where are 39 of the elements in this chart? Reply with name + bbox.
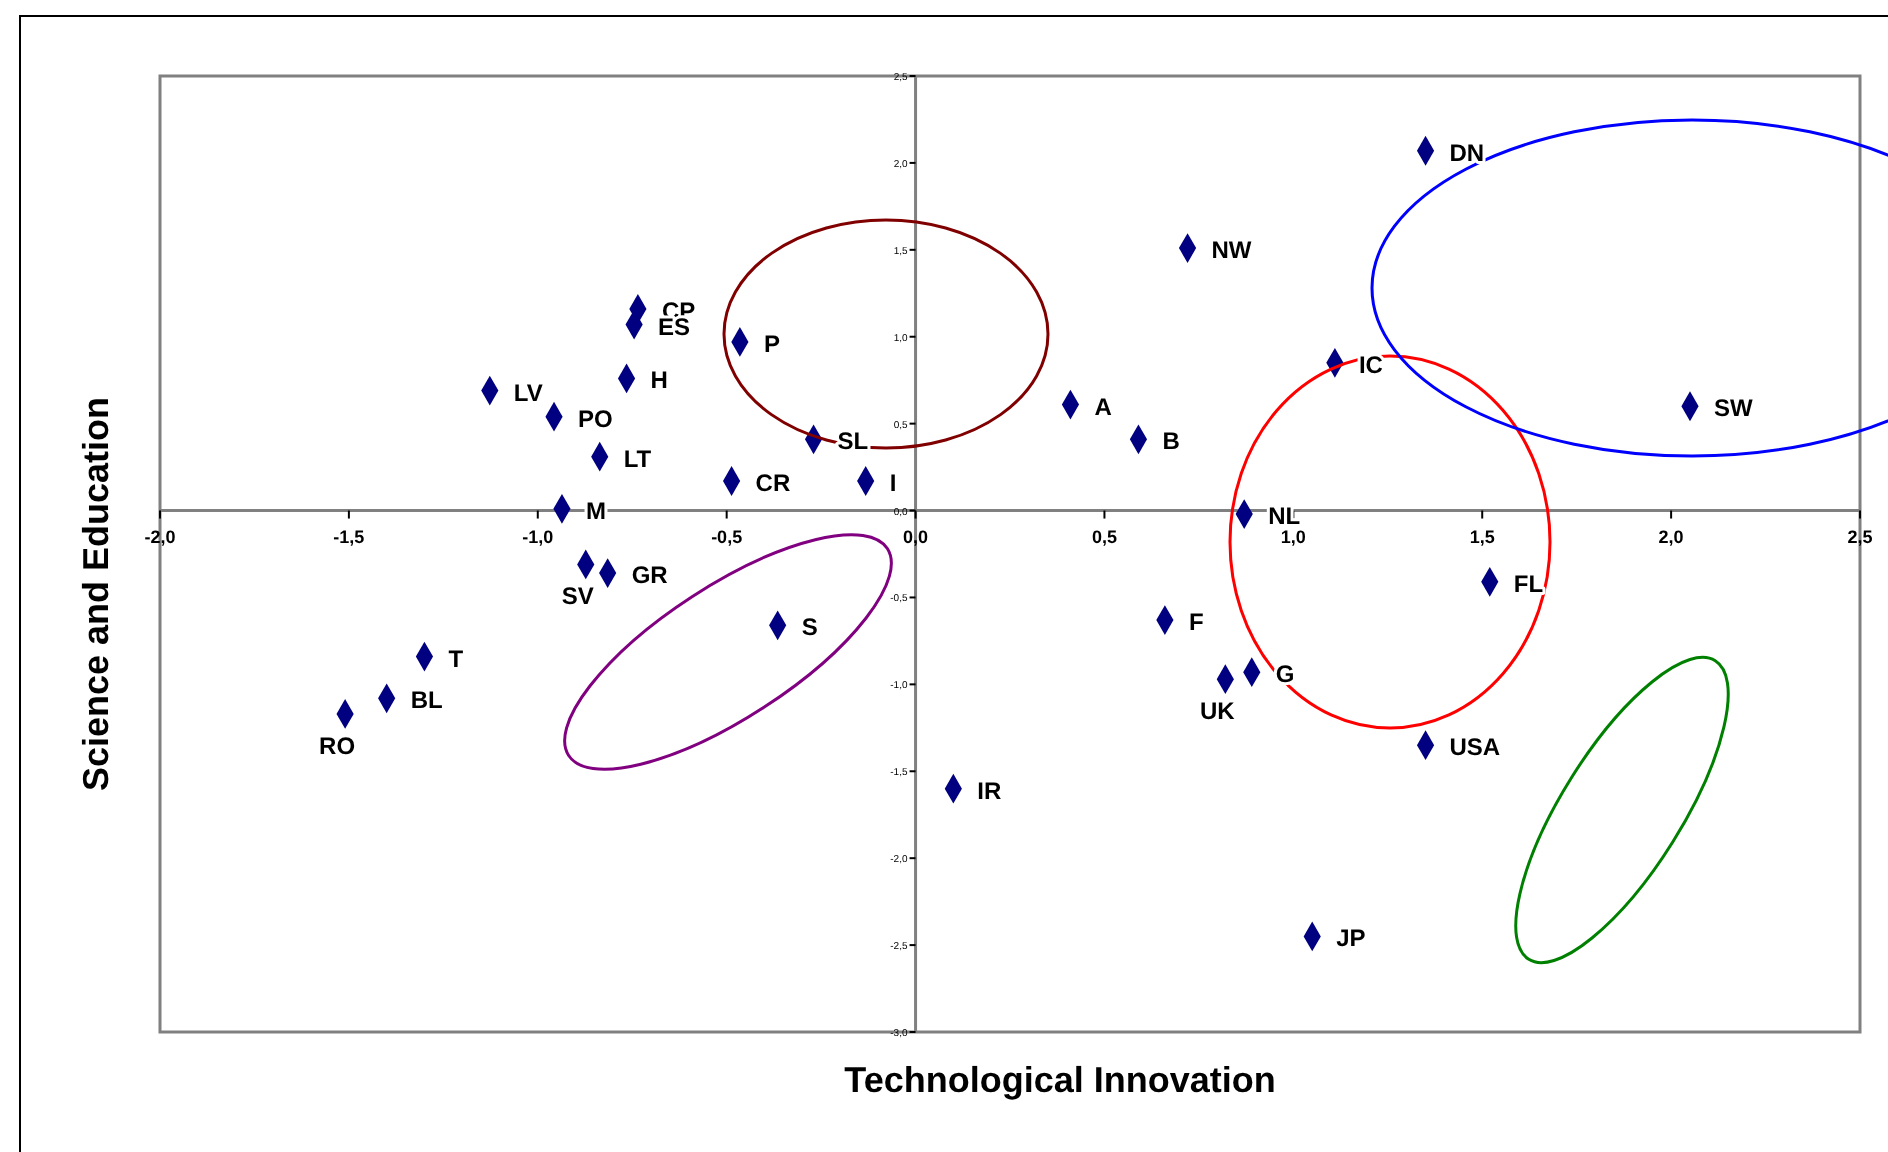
annotation: IR (977, 776, 1002, 805)
annotation: USA (1449, 733, 1501, 762)
x-axis-title: Technological Innovation (844, 1060, 1276, 1100)
annotation: I (889, 469, 897, 497)
x-tick-label: -1,0 (522, 526, 554, 547)
annotation: PO (578, 404, 613, 433)
annotation: RO (319, 731, 356, 760)
x-tick-label: 2,0 (1658, 526, 1684, 547)
annotation: LV (513, 378, 543, 407)
x-tick-label: 2,5 (1847, 526, 1873, 547)
annotation: GR (631, 561, 669, 590)
x-tick-label: 1,5 (1469, 526, 1495, 547)
annotation: F (1188, 608, 1204, 637)
annotation: DN (1449, 138, 1485, 167)
x-tick-label: 1,0 (1280, 526, 1306, 547)
x-tick-label: -2,0 (144, 526, 176, 547)
annotation: UK (1199, 697, 1236, 726)
annotation: T (448, 644, 465, 673)
annotation: P (763, 329, 780, 358)
annotation: BL (410, 686, 443, 715)
y-axis-title: Science and Education (76, 396, 116, 792)
annotation: LT (623, 444, 653, 473)
annotation: SW (1714, 394, 1755, 423)
annotation: CR (755, 469, 791, 497)
annotation: JP (1336, 924, 1366, 953)
annotation: S (801, 613, 818, 642)
annotation: H (650, 366, 668, 395)
x-tick-label: -0,5 (711, 526, 743, 547)
annotation: IC (1358, 350, 1384, 379)
x-tick-label: -1,5 (333, 526, 365, 547)
annotation: G (1275, 660, 1295, 689)
annotation: FL (1513, 569, 1544, 598)
x-tick-label: 0,5 (1091, 526, 1117, 547)
annotation: B (1162, 427, 1181, 456)
annotation: NL (1268, 502, 1301, 531)
annotation: A (1094, 392, 1113, 421)
annotation: SV (561, 582, 594, 611)
annotation: M (585, 496, 606, 525)
annotation: NW (1211, 236, 1253, 265)
